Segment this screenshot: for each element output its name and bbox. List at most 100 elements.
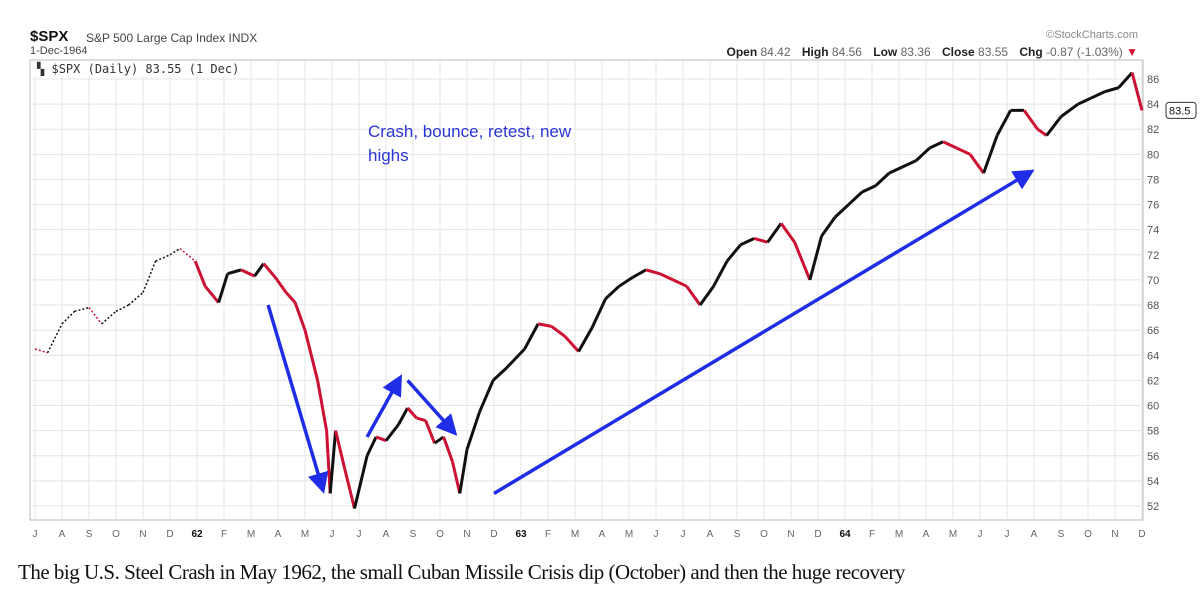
annotation-arrow xyxy=(365,374,403,438)
legend-text: $SPX (Daily) 83.55 (1 Dec) xyxy=(51,62,240,76)
x-tick-label: D xyxy=(1138,529,1145,540)
price-segment xyxy=(274,276,288,294)
x-tick-label: M xyxy=(625,529,633,540)
annotation-arrow xyxy=(266,304,329,494)
price-segment xyxy=(779,222,796,244)
y-tick-label: 60 xyxy=(1147,401,1159,413)
price-segment xyxy=(240,268,256,278)
price-segment xyxy=(179,247,196,262)
price-segment xyxy=(451,461,462,494)
caption: The big U.S. Steel Crash in May 1962, th… xyxy=(18,560,905,584)
index-name: S&P 500 Large Cap Index INDX xyxy=(86,31,258,45)
price-segment xyxy=(766,222,783,244)
price-segment xyxy=(217,273,230,303)
x-tick-label: J xyxy=(330,529,335,540)
x-tick-label: A xyxy=(707,529,714,540)
price-segment xyxy=(465,411,482,450)
x-tick-label: O xyxy=(1084,529,1092,540)
x-tick-label: A xyxy=(599,529,606,540)
x-tick-label: M xyxy=(247,529,255,540)
price-segment xyxy=(1022,109,1039,131)
y-tick-label: 58 xyxy=(1147,426,1159,438)
low-label: Low xyxy=(873,45,898,59)
price-segment xyxy=(915,146,931,162)
price-segment xyxy=(604,285,621,300)
price-segment xyxy=(820,216,837,237)
price-segment xyxy=(253,262,265,278)
price-segment xyxy=(550,325,566,338)
price-segment xyxy=(537,322,552,328)
y-tick-label: 68 xyxy=(1147,300,1159,312)
x-tick-label: 62 xyxy=(191,529,203,540)
x-tick-label: M xyxy=(895,529,903,540)
price-segment xyxy=(74,306,90,313)
price-segment xyxy=(433,435,445,445)
price-segment xyxy=(169,247,181,256)
price-segment xyxy=(46,323,63,354)
x-tick-label: S xyxy=(1058,529,1065,540)
price-segment xyxy=(631,268,647,279)
price-segment xyxy=(874,172,891,187)
x-tick-label: 64 xyxy=(839,529,851,540)
price-segment xyxy=(343,467,356,509)
x-tick-label: O xyxy=(760,529,768,540)
x-tick-label: J xyxy=(1005,529,1010,540)
x-tick-label: A xyxy=(59,529,66,540)
price-segment xyxy=(142,260,157,293)
price-segment xyxy=(1060,102,1079,118)
y-tick-label: 72 xyxy=(1147,250,1159,262)
price-segment xyxy=(1090,90,1106,100)
price-segment xyxy=(505,347,526,369)
price-segment xyxy=(101,310,117,325)
price-segment xyxy=(523,323,540,350)
low-value: 83.36 xyxy=(900,45,931,59)
x-tick-label: A xyxy=(275,529,282,540)
price-segment xyxy=(316,380,329,431)
x-tick-label: M xyxy=(949,529,957,540)
price-segment xyxy=(284,291,297,304)
price-segment xyxy=(128,291,144,306)
ohlc-bar: Open 84.42 High 84.56 Low 83.36 Close 83… xyxy=(718,45,1138,59)
x-tick-label: J xyxy=(357,529,362,540)
brand-watermark: ©StockCharts.com xyxy=(1046,29,1138,41)
series-legend: ▚ $SPX (Daily) 83.55 (1 Dec) xyxy=(34,62,243,76)
price-segment xyxy=(901,159,917,169)
x-tick-label: M xyxy=(571,529,579,540)
price-segment xyxy=(847,190,864,206)
y-tick-label: 76 xyxy=(1147,200,1159,212)
x-tick-label: M xyxy=(301,529,309,540)
y-tick-label: 86 xyxy=(1147,74,1159,86)
price-segment xyxy=(645,268,661,276)
y-tick-label: 84 xyxy=(1147,99,1159,111)
price-segment xyxy=(492,366,508,382)
y-tick-label: 78 xyxy=(1147,174,1159,186)
price-segment xyxy=(725,243,742,263)
price-segment xyxy=(793,241,812,281)
y-tick-label: 66 xyxy=(1147,325,1159,337)
x-tick-label: 63 xyxy=(515,529,527,540)
x-tick-label: F xyxy=(221,529,227,540)
annotation-arrow xyxy=(406,379,458,436)
price-segment xyxy=(1117,71,1134,89)
x-tick-label: N xyxy=(1111,529,1118,540)
x-tick-label: J xyxy=(654,529,659,540)
price-segment xyxy=(397,407,409,426)
price-segment xyxy=(458,449,469,494)
x-tick-label: N xyxy=(139,529,146,540)
price-segment xyxy=(88,307,103,325)
price-segment xyxy=(416,416,427,423)
price-segment xyxy=(672,278,688,288)
chg-label: Chg xyxy=(1019,45,1043,59)
x-tick-label: A xyxy=(923,529,930,540)
price-segment xyxy=(384,423,400,442)
price-segment xyxy=(563,335,580,353)
price-segment xyxy=(1130,72,1144,111)
price-segment xyxy=(982,134,999,174)
x-tick-label: J xyxy=(978,529,983,540)
open-value: 84.42 xyxy=(760,45,791,59)
price-segment xyxy=(590,298,607,329)
x-tick-label: D xyxy=(490,529,497,540)
x-tick-label: O xyxy=(436,529,444,540)
price-segment xyxy=(155,254,171,262)
price-segment xyxy=(334,430,347,469)
